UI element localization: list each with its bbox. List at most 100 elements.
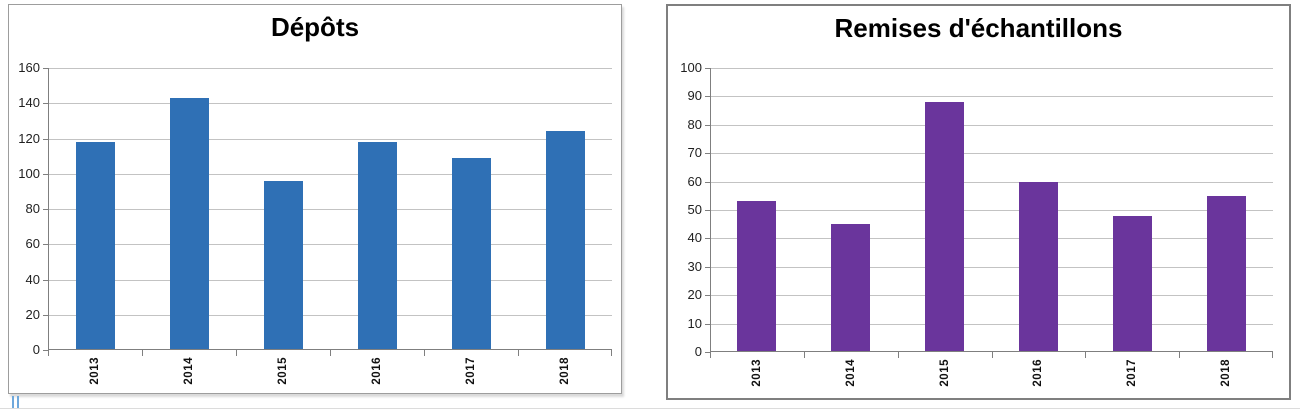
y-axis-label: 20	[25, 307, 40, 322]
y-axis-label: 60	[687, 174, 702, 189]
x-axis-line	[48, 349, 612, 350]
x-axis-label-text: 2016	[1032, 359, 1045, 387]
x-axis-label-text: 2018	[1220, 359, 1233, 387]
gridline	[710, 295, 1273, 296]
bar-2017	[1112, 215, 1152, 352]
gridline	[710, 182, 1273, 183]
x-axis-label-text: 2013	[750, 359, 763, 387]
x-axis-tick	[48, 350, 49, 356]
chart-title: Remises d'échantillons	[834, 13, 1123, 43]
y-axis-label: 20	[687, 287, 702, 302]
chart-title: Dépôts	[270, 12, 360, 42]
gridline	[710, 68, 1273, 69]
x-axis-tick	[992, 352, 993, 358]
x-axis-label: 2016	[366, 357, 388, 393]
y-axis-label: 80	[25, 201, 40, 216]
y-axis-label: 80	[687, 117, 702, 132]
x-axis-label-text: 2015	[277, 357, 289, 385]
y-axis-label: 50	[687, 202, 702, 217]
y-axis-label: 30	[687, 259, 702, 274]
y-axis-label: 40	[25, 272, 40, 287]
bar-2018	[545, 131, 585, 350]
x-axis-label: 2016	[1027, 359, 1049, 395]
gridline	[48, 244, 612, 245]
y-axis-tick	[705, 96, 710, 97]
bar-2016	[357, 142, 397, 350]
text-cursor-mark	[12, 396, 19, 408]
plot-area: 0 10 20 30 40 50 60 70 80 90 100 2013 2014 2015 2016 20…	[680, 60, 1273, 387]
x-axis-label: 2013	[84, 357, 106, 393]
x-axis-tick	[424, 350, 425, 356]
gridline	[710, 267, 1273, 268]
chart-panel-remises-echantillons: Remises d'échantillons 0 10 20 30 40 50 60 70 80…	[666, 4, 1291, 400]
gridline	[48, 280, 612, 281]
x-axis-tick	[236, 350, 237, 356]
bar-2017	[451, 157, 491, 350]
x-axis-tick	[710, 352, 711, 358]
y-axis-label: 90	[687, 88, 702, 103]
x-axis-tick	[804, 352, 805, 358]
x-axis-label: 2013	[746, 359, 768, 395]
x-axis-label-text: 2014	[183, 357, 195, 385]
y-axis-tick	[705, 182, 710, 183]
y-axis-tick	[705, 68, 710, 69]
x-axis-line	[710, 351, 1273, 352]
y-axis-line	[48, 68, 49, 350]
y-axis-tick	[705, 324, 710, 325]
bar-2015	[925, 102, 965, 352]
bar-2013	[75, 142, 115, 350]
chart-panel-depots: Dépôts 0 20 40 60 80 100 120 140 160 2013 2014 2015…	[8, 4, 622, 394]
x-axis-label: 2014	[178, 357, 200, 393]
y-axis-label: 100	[18, 166, 40, 181]
bar-2016	[1018, 181, 1058, 352]
x-axis-label: 2018	[1215, 359, 1237, 395]
y-axis-label: 140	[18, 95, 40, 110]
x-axis-tick	[1085, 352, 1086, 358]
y-axis-line	[710, 68, 711, 352]
gridline	[48, 315, 612, 316]
y-axis-tick	[705, 352, 710, 353]
x-axis-label: 2017	[460, 357, 482, 393]
y-axis-tick	[705, 295, 710, 296]
y-axis-tick	[705, 125, 710, 126]
page-bottom-divider	[0, 408, 1300, 409]
y-axis-tick	[43, 139, 48, 140]
gridline	[48, 209, 612, 210]
y-axis-tick	[705, 267, 710, 268]
y-axis-label: 160	[18, 60, 40, 75]
x-axis-label-text: 2016	[371, 357, 383, 385]
y-axis-label: 0	[32, 342, 40, 357]
gridline	[710, 153, 1273, 154]
y-axis-label: 10	[687, 316, 702, 331]
y-axis-tick	[43, 209, 48, 210]
y-axis-tick	[43, 244, 48, 245]
x-axis-label: 2018	[554, 357, 576, 393]
gridline	[710, 238, 1273, 239]
x-axis-tick	[1272, 352, 1273, 358]
gridline	[48, 174, 612, 175]
x-axis-tick	[611, 350, 612, 356]
y-axis-tick	[705, 153, 710, 154]
x-axis-label-text: 2014	[844, 359, 857, 387]
bar-2014	[831, 224, 871, 352]
y-axis-tick	[705, 210, 710, 211]
x-axis-label: 2014	[840, 359, 862, 395]
bar-2015	[263, 180, 303, 350]
y-axis-label: 70	[687, 145, 702, 160]
y-axis-tick	[43, 103, 48, 104]
gridline	[710, 125, 1273, 126]
y-axis-label: 0	[694, 344, 702, 359]
x-axis-label: 2015	[272, 357, 294, 393]
plot-area: 0 20 40 60 80 100 120 140 160 2013 2014 2015 2016 201…	[18, 60, 612, 385]
gridline	[710, 96, 1273, 97]
y-axis-tick	[43, 68, 48, 69]
gridline	[48, 103, 612, 104]
x-axis-tick	[330, 350, 331, 356]
x-axis-tick	[898, 352, 899, 358]
y-axis-label: 40	[687, 230, 702, 245]
x-axis-label-text: 2018	[559, 357, 571, 385]
bar-2013	[737, 201, 777, 352]
gridline	[48, 139, 612, 140]
bar-2014	[169, 97, 209, 350]
x-axis-tick	[1179, 352, 1180, 358]
